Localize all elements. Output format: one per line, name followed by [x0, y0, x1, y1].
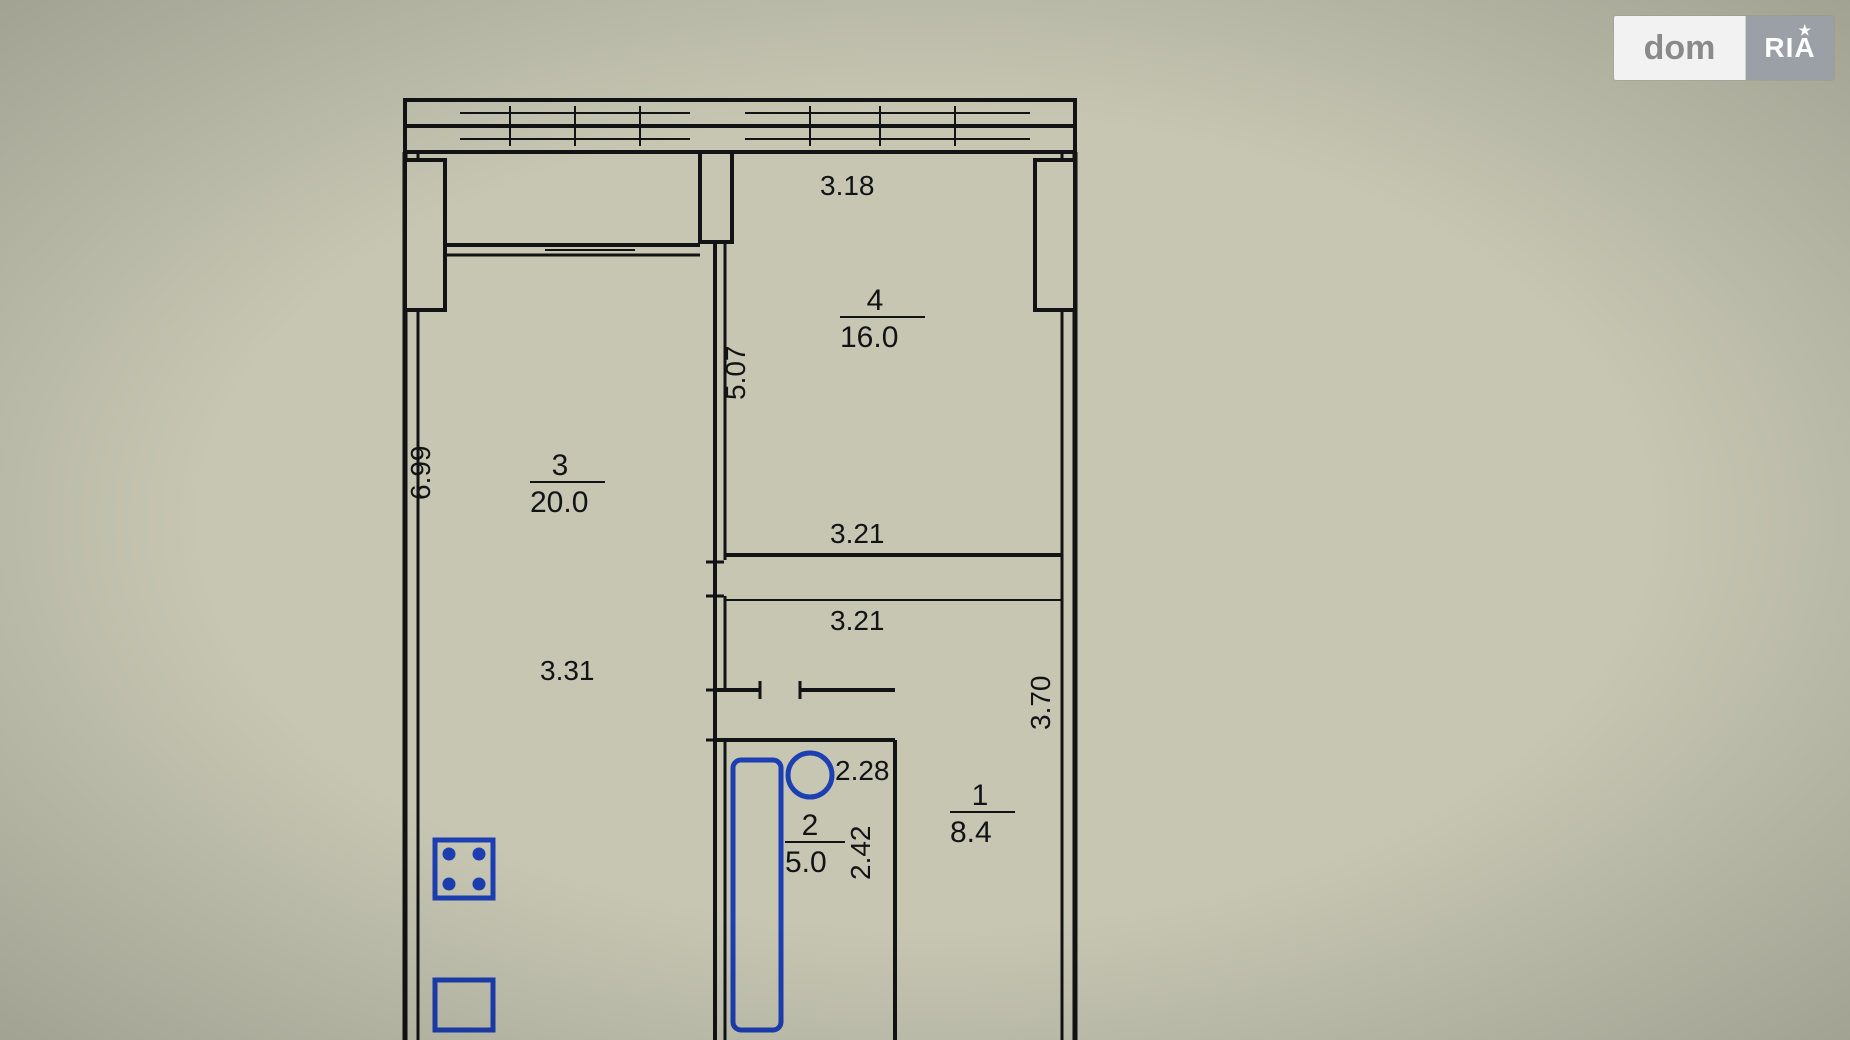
room4-label: 4 16.0	[840, 284, 925, 354]
watermark-left: dom	[1614, 16, 1746, 80]
svg-text:4: 4	[867, 284, 884, 317]
watermark-right: ★ RIA	[1746, 16, 1834, 80]
dim-room4-bot: 3.21	[830, 518, 885, 549]
dim-right-mid: 3.70	[1025, 676, 1056, 731]
svg-text:16.0: 16.0	[840, 321, 898, 354]
svg-text:8.4: 8.4	[950, 816, 992, 849]
room2-label: 2 5.0	[785, 809, 845, 879]
svg-text:1: 1	[972, 779, 989, 812]
room3-label: 3 20.0	[530, 449, 605, 519]
bathroom-fixtures	[733, 753, 832, 1030]
star-icon: ★	[1798, 22, 1812, 39]
floor-plan: 3.18 6.99 5.07 3.31 3.21 3.21 3.70 2.28 …	[0, 0, 1850, 1040]
svg-text:5.0: 5.0	[785, 846, 827, 879]
watermark-badge: dom ★ RIA	[1614, 16, 1834, 80]
room1-label: 1 8.4	[950, 779, 1015, 849]
svg-text:3: 3	[552, 449, 569, 482]
dim-bath-h: 2.42	[845, 826, 876, 881]
dim-bath-w: 2.28	[835, 755, 890, 786]
dim-hall-top: 3.21	[830, 605, 885, 636]
svg-text:20.0: 20.0	[530, 486, 588, 519]
kitchen-fixtures	[435, 840, 493, 1030]
dim-top-right: 3.18	[820, 170, 875, 201]
dim-room4-left: 5.07	[720, 346, 751, 401]
svg-text:2: 2	[802, 809, 819, 842]
dim-left-outer: 6.99	[405, 446, 436, 501]
dim-room3-width: 3.31	[540, 655, 595, 686]
